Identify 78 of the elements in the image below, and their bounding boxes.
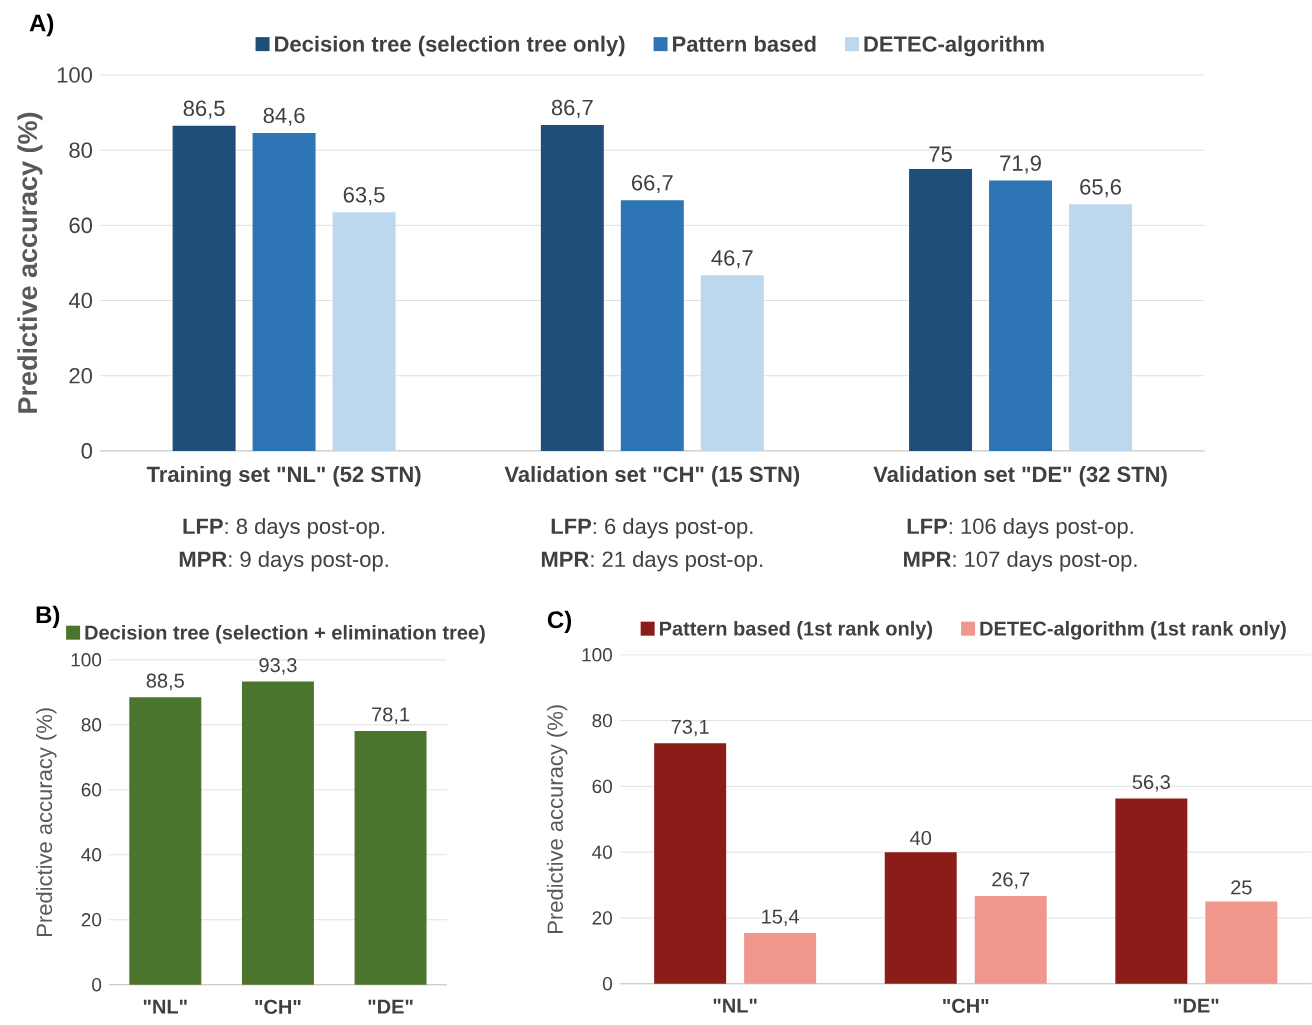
y-tick-label: 20 xyxy=(69,368,93,384)
data-label: 65,6 xyxy=(1080,179,1121,198)
data-label: 84,6 xyxy=(263,107,305,126)
bar xyxy=(172,125,236,452)
bar xyxy=(974,896,1047,984)
legend-label: DETEC-algorithm xyxy=(864,35,1044,57)
legend-label: Decision tree (selection tree only) xyxy=(275,35,625,57)
y-tick-label: 0 xyxy=(81,443,93,459)
data-label: 78,1 xyxy=(372,707,410,725)
data-label: 46,7 xyxy=(711,250,753,269)
y-tick-label: 0 xyxy=(602,977,613,991)
x-tick-label: "NL" xyxy=(143,999,187,1014)
bar xyxy=(1069,204,1133,452)
y-tick-label: 20 xyxy=(81,913,102,927)
legend-label: DETEC-algorithm (1st rank only) xyxy=(980,621,1286,640)
chart-title: C) xyxy=(547,610,572,634)
data-label: 26,7 xyxy=(992,872,1030,889)
bar xyxy=(989,180,1053,452)
bar xyxy=(744,933,817,984)
data-label: 73,1 xyxy=(671,719,709,737)
legend-label: Decision tree (selection + elimination tree) xyxy=(85,625,485,644)
y-tick-label: 100 xyxy=(582,648,613,662)
y-tick-label: 100 xyxy=(57,67,93,83)
data-label: 88,5 xyxy=(146,673,184,691)
y-tick-label: 40 xyxy=(81,848,102,862)
y-tick-label: 0 xyxy=(92,978,102,992)
legend-label: Pattern based (1st rank only) xyxy=(659,621,933,640)
y-tick-label: 60 xyxy=(69,217,93,234)
x-tick-label: Validation set "CH" (15 STN) xyxy=(504,466,800,487)
data-label: 63,5 xyxy=(343,187,385,206)
x-tick-label: Training set "NL" (52 STN) xyxy=(146,466,421,487)
x-tick-label: "NL" xyxy=(713,998,757,1013)
x-tick-label: "DE" xyxy=(1174,998,1219,1013)
y-tick-label: 40 xyxy=(68,292,93,309)
text: LFP: 106 days post-op. xyxy=(907,518,1133,539)
y-tick-label: 20 xyxy=(592,911,613,925)
data-label: 71,9 xyxy=(1000,155,1041,174)
data-label: 93,3 xyxy=(259,658,297,675)
bar xyxy=(654,743,727,984)
data-label: 66,7 xyxy=(632,175,673,194)
bar xyxy=(700,275,764,452)
data-label: 86,5 xyxy=(183,100,225,119)
bar xyxy=(909,169,973,452)
y-tick-label: 80 xyxy=(69,142,93,159)
data-label: 56,3 xyxy=(1132,775,1170,792)
text: MPR: 21 days post-op. xyxy=(541,551,763,572)
y-tick-label: 60 xyxy=(81,783,102,797)
text: LFP: 8 days post-op. xyxy=(183,518,385,539)
y-tick-label: 80 xyxy=(592,714,613,728)
text: MPR: 107 days post-op. xyxy=(904,551,1137,572)
y-axis-title: Predictive accuracy (%) xyxy=(546,705,568,934)
bar xyxy=(1115,798,1188,984)
x-tick-label: "CH" xyxy=(255,999,301,1015)
y-tick-label: 60 xyxy=(592,779,613,794)
bar xyxy=(620,200,684,452)
x-tick-label: "DE" xyxy=(368,999,413,1014)
y-tick-label: 100 xyxy=(71,653,102,667)
data-label: 86,7 xyxy=(551,99,593,119)
bar xyxy=(884,852,957,984)
data-label: 40 xyxy=(910,831,932,846)
x-tick-label: "CH" xyxy=(943,998,989,1014)
text: MPR: 9 days post-op. xyxy=(179,551,388,572)
bar xyxy=(252,133,316,452)
x-tick-label: Validation set "DE" (32 STN) xyxy=(873,466,1167,487)
y-tick-label: 80 xyxy=(81,718,102,732)
data-label: 15,4 xyxy=(762,909,799,927)
text: LFP: 6 days post-op. xyxy=(551,518,753,539)
data-label: 25 xyxy=(1231,880,1252,895)
y-axis-title: Predictive accuracy (%) xyxy=(17,112,43,413)
y-tick-label: 40 xyxy=(592,845,613,860)
data-label: 75 xyxy=(929,146,952,163)
bar xyxy=(332,212,396,452)
y-axis-title: Predictive accuracy (%) xyxy=(36,708,57,937)
bar xyxy=(540,125,604,452)
chart-title: B) xyxy=(36,605,60,629)
chart-title: A) xyxy=(29,13,54,37)
bar xyxy=(1205,901,1278,984)
legend-label: Pattern based xyxy=(673,35,816,52)
